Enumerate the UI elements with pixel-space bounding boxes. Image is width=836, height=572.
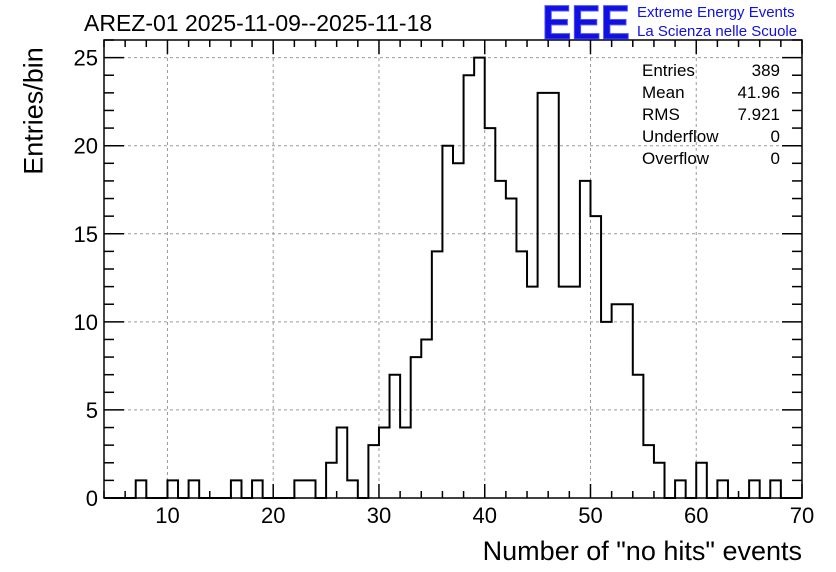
- stats-label: Underflow: [642, 127, 719, 146]
- eee-logo: EEE: [542, 0, 631, 42]
- histogram-bin: [516, 251, 527, 498]
- histogram-bin: [379, 428, 390, 498]
- histogram-bin: [136, 480, 147, 498]
- histogram-bin: [442, 146, 453, 498]
- x-tick-label: 40: [472, 503, 496, 528]
- histogram-bin: [633, 375, 644, 498]
- stats-row: Mean 41.96: [642, 82, 780, 104]
- y-tick-label: 5: [86, 398, 98, 423]
- x-tick-label: 60: [684, 503, 708, 528]
- stats-label: RMS: [642, 105, 680, 124]
- stats-box: Entries 389 Mean 41.96 RMS 7.921 Underfl…: [642, 60, 780, 170]
- brand-line-2: La Scienza nelle Scuole: [637, 23, 798, 40]
- histogram-bin: [495, 181, 506, 498]
- histogram-bin: [538, 93, 549, 498]
- y-tick-label: 10: [74, 310, 98, 335]
- histogram-bin: [601, 322, 612, 498]
- histogram-bin: [559, 287, 570, 498]
- histogram-bin: [527, 287, 538, 498]
- histogram-bin: [305, 480, 316, 498]
- stats-value: 0: [770, 127, 780, 146]
- histogram-bin: [400, 428, 411, 498]
- histogram-bin: [474, 58, 485, 498]
- y-tick-label: 15: [74, 222, 98, 247]
- histogram-bin: [548, 93, 559, 498]
- grid-lines: [104, 40, 802, 498]
- x-tick-label: 30: [367, 503, 391, 528]
- histogram-bin: [590, 216, 601, 498]
- histogram-bin: [569, 287, 580, 498]
- histogram-bin: [580, 181, 591, 498]
- x-tick-label: 50: [578, 503, 602, 528]
- stats-value: 389: [751, 61, 780, 80]
- histogram-bin: [654, 463, 665, 498]
- y-tick-label: 25: [74, 46, 98, 71]
- histogram-bin: [675, 480, 686, 498]
- histogram-bin: [643, 445, 654, 498]
- stats-label: Entries: [642, 61, 695, 80]
- stats-label: Overflow: [642, 149, 710, 168]
- x-tick-label: 20: [261, 503, 285, 528]
- histogram-bin: [770, 480, 781, 498]
- tick-labels: 10 20 30 40 50 60 70 0 5 10 15 20 25: [74, 46, 815, 528]
- stats-row: RMS 7.921: [642, 104, 780, 126]
- chart-title: AREZ-01 2025-11-09--2025-11-18: [84, 10, 433, 36]
- histogram-bin: [612, 304, 623, 498]
- histogram-bin: [411, 357, 422, 498]
- histogram-bin: [167, 480, 178, 498]
- stats-value: 7.921: [737, 105, 780, 124]
- histogram-bin: [453, 163, 464, 498]
- histogram-bin: [696, 463, 707, 498]
- y-tick-label: 20: [74, 134, 98, 159]
- histogram-bin: [294, 480, 305, 498]
- histogram-bin: [749, 480, 760, 498]
- stats-row: Entries 389: [642, 60, 780, 82]
- stats-value: 0: [770, 149, 780, 168]
- x-tick-label: 10: [155, 503, 179, 528]
- brand-line-1: Extreme Energy Events: [637, 4, 795, 21]
- stats-value: 41.96: [737, 83, 780, 102]
- x-axis-label: Number of "no hits" events: [482, 536, 802, 566]
- histogram-bin: [231, 480, 242, 498]
- stats-label: Mean: [642, 83, 685, 102]
- histogram-bin: [717, 480, 728, 498]
- histogram-bin: [347, 480, 358, 498]
- histogram-bin: [485, 128, 496, 498]
- histogram-bin: [432, 251, 443, 498]
- histogram-bin: [189, 480, 200, 498]
- histogram-bin: [421, 339, 432, 498]
- y-tick-label: 0: [86, 486, 98, 511]
- histogram-bin: [390, 375, 401, 498]
- eee-logo-text: EEE: [542, 0, 630, 42]
- eee-brand-text: Extreme Energy Events La Scienza nelle S…: [637, 3, 797, 41]
- histogram-bin: [326, 463, 337, 498]
- histogram-bin: [337, 428, 348, 498]
- histogram-bin: [506, 199, 517, 498]
- histogram-bin: [464, 75, 475, 498]
- axis-ticks: [103, 39, 803, 499]
- stats-row: Overflow 0: [642, 148, 780, 170]
- x-tick-label: 70: [790, 503, 814, 528]
- histogram-outline: [104, 56, 802, 499]
- histogram-bin: [622, 304, 633, 498]
- y-axis-label: Entries/bin: [18, 47, 49, 175]
- stats-row: Underflow 0: [642, 126, 780, 148]
- histogram-bin: [252, 480, 263, 498]
- histogram-bin: [368, 445, 379, 498]
